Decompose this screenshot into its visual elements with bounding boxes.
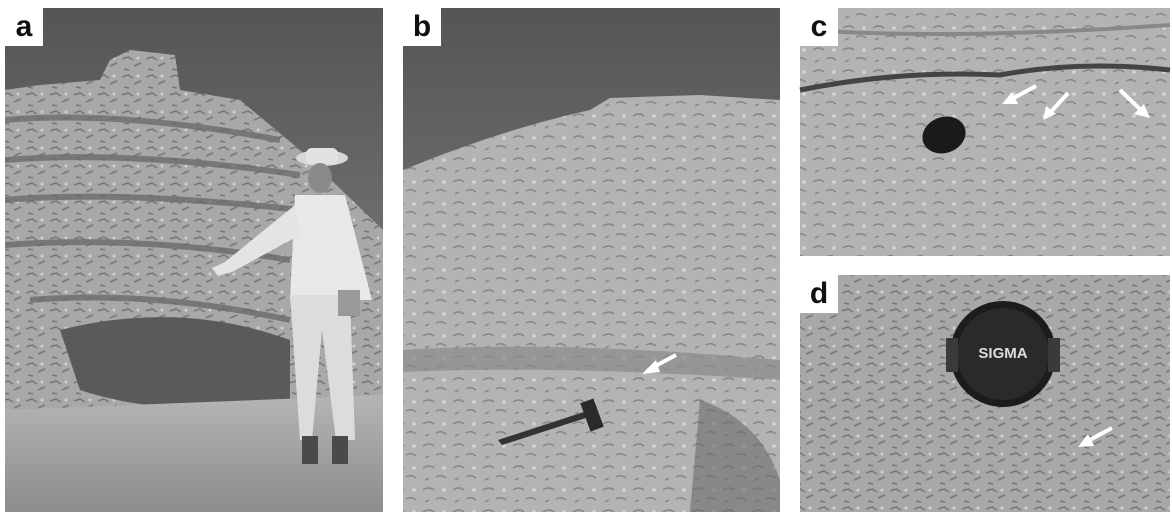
photo-a bbox=[5, 8, 383, 512]
photo-c bbox=[800, 8, 1170, 256]
cap-text: SIGMA bbox=[978, 345, 1027, 362]
panel-label: b bbox=[413, 10, 431, 43]
panel-label: d bbox=[810, 277, 828, 310]
panel-label: a bbox=[16, 10, 33, 43]
figure: SIGMA a b c d bbox=[0, 0, 1172, 514]
photo-d: SIGMA bbox=[800, 275, 1170, 512]
panel-label: c bbox=[811, 10, 828, 43]
photo-b bbox=[403, 8, 780, 512]
